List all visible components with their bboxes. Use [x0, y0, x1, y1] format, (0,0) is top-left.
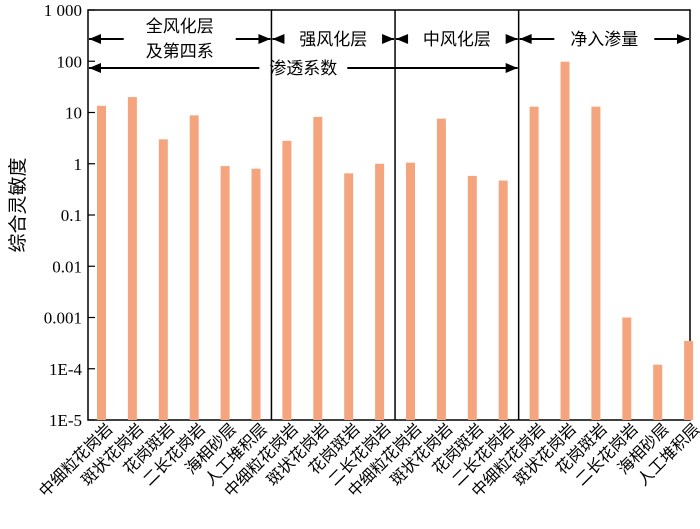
y-axis-title: 综合灵敏度	[7, 157, 29, 252]
span-arrow-arrowhead-left	[89, 63, 101, 73]
group-arrow-arrowhead-right	[677, 34, 689, 44]
bar	[529, 106, 539, 420]
group-label: 全风化层	[146, 17, 214, 37]
group-label-line2: 及第四系	[146, 42, 214, 62]
bar	[97, 105, 106, 420]
bar	[436, 118, 446, 420]
bar	[467, 175, 477, 420]
span-arrow-arrowhead-right	[505, 63, 518, 73]
group-label: 净入渗量	[570, 30, 638, 50]
group-arrow-arrowhead-right	[258, 34, 271, 44]
span-label: 渗透系数	[269, 59, 337, 79]
bar	[498, 180, 508, 420]
bars	[97, 61, 694, 421]
y-tick-label: 1	[74, 155, 83, 174]
y-tick-label: 1E-5	[49, 411, 82, 430]
group-arrow-arrowhead-left	[272, 34, 285, 44]
group-arrow-arrowhead-left	[89, 34, 101, 44]
y-tick-label: 0.1	[61, 206, 82, 225]
y-tick-label: 1 000	[44, 1, 82, 20]
bar	[344, 173, 354, 420]
bar	[251, 168, 261, 420]
group-arrow-arrowhead-left	[519, 34, 532, 44]
bar	[406, 162, 415, 420]
y-tick-label: 1E-4	[49, 360, 83, 379]
group-arrow-arrowhead-left	[396, 34, 409, 44]
group-label: 强风化层	[299, 30, 367, 50]
y-tick-label: 0.01	[52, 257, 82, 276]
group-arrow-arrowhead-right	[382, 34, 395, 44]
bar	[653, 364, 663, 420]
bar	[591, 106, 601, 420]
bar	[282, 140, 292, 421]
group-arrow-arrowhead-right	[505, 34, 518, 44]
y-axis: 1 000 100 10 1 0.1 0.01 0.001 1E-4 1E-5	[44, 1, 95, 430]
bar	[158, 139, 168, 420]
bar	[560, 61, 570, 420]
bar	[220, 166, 230, 420]
bar	[127, 97, 137, 421]
bar	[189, 115, 199, 420]
bar	[375, 163, 385, 420]
bar	[684, 340, 694, 420]
group-label: 中风化层	[423, 30, 491, 50]
bar	[622, 317, 632, 420]
bar	[313, 116, 323, 420]
y-tick-label: 10	[65, 104, 82, 123]
x-axis-labels: 中细粒花岗岩斑状花岗岩花岗斑岩二长花岗岩海相砂层人工堆积层中细粒花岗岩斑状花岗岩…	[35, 419, 700, 500]
y-tick-label: 0.001	[44, 309, 82, 328]
y-tick-label: 100	[57, 52, 83, 71]
